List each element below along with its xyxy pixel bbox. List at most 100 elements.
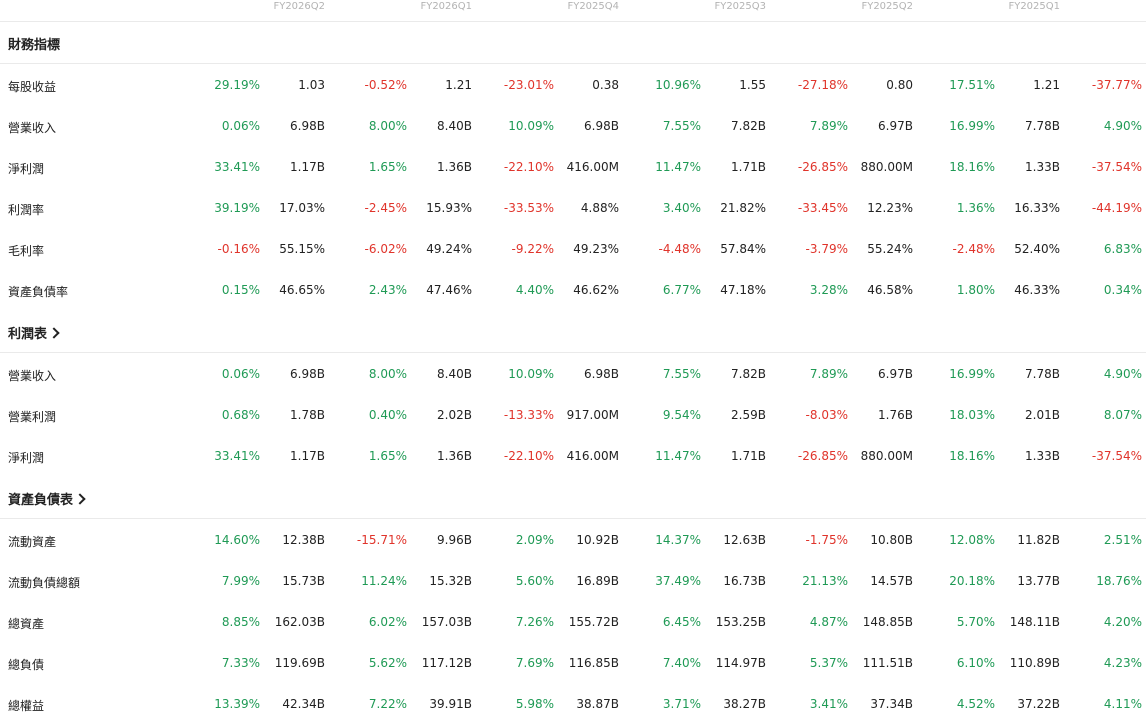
change-percent: 2.51% [1103,533,1142,547]
change-percent: -15.71% [356,533,407,547]
table-row: 流動資產 14.60% 12.38B -15.71% 9.96B 2.09% 10.92B 1… [0,519,1146,560]
change-percent: 29.19% [214,78,260,92]
change-percent: -22.10% [503,160,554,174]
change-percent: 0.06% [221,367,260,381]
change-percent: -23.01% [503,78,554,92]
period-value: 6.98B [290,367,325,381]
change-percent: -1.75% [805,533,848,547]
period-value: 1.36B [437,160,472,174]
section-title-text: 資產負債表 [8,493,74,508]
period-value: 21.82% [720,201,766,215]
change-percent: 12.08% [949,533,995,547]
period-header: FY2025Q4 [567,1,619,12]
period-value: 7.82B [731,367,766,381]
period-value: 9.96B [437,533,472,547]
period-value: 2.59B [731,408,766,422]
period-value: 1.76B [878,408,913,422]
period-value: 162.03B [274,615,325,629]
table-row: 營業收入 0.06% 6.98B 8.00% 8.40B 10.09% 6.98B 7.55%… [0,105,1146,146]
period-value: 114.97B [715,656,766,670]
change-percent: 4.87% [809,615,848,629]
change-percent: 4.52% [956,697,995,711]
period-header-row: FY2026Q2 FY2026Q1 FY2025Q4 FY2025Q3 FY2025Q2… [0,0,1146,22]
period-value: 13.77B [1017,574,1060,588]
table-row: 每股收益 29.19% 1.03 -0.52% 1.21 -23.01% 0.38 10.96… [0,64,1146,105]
chevron-right-icon [48,327,60,339]
change-percent: 8.00% [368,119,407,133]
change-percent: 13.39% [214,697,260,711]
change-percent: 18.16% [949,160,995,174]
change-percent: 5.60% [515,574,554,588]
period-value: 11.82B [1017,533,1060,547]
period-value: 46.62% [573,283,619,297]
change-percent: -37.54% [1091,449,1142,463]
period-value: 47.18% [720,283,766,297]
change-percent: 4.90% [1103,119,1142,133]
change-percent: 7.89% [809,367,848,381]
section-header[interactable]: 資產負債表 [0,476,1146,519]
period-value: 2.01B [1025,408,1060,422]
change-percent: 1.36% [956,201,995,215]
section-title[interactable]: 資產負債表 [8,489,86,508]
change-percent: -26.85% [797,160,848,174]
row-label: 毛利率 [8,244,45,258]
change-percent: 6.83% [1103,242,1142,256]
table-row: 營業利潤 0.68% 1.78B 0.40% 2.02B -13.33% 917.00M 9.… [0,394,1146,435]
change-percent: -33.53% [503,201,554,215]
period-value: 16.73B [723,574,766,588]
period-value: 42.34B [282,697,325,711]
period-header: FY2025Q2 [861,1,913,12]
change-percent: -2.48% [952,242,995,256]
change-percent: -22.10% [503,449,554,463]
period-value: 1.33B [1025,160,1060,174]
row-label: 淨利潤 [8,451,45,465]
change-percent: 33.41% [214,449,260,463]
period-value: 15.32B [429,574,472,588]
row-label: 每股收益 [8,80,57,94]
period-header: FY2025Q3 [714,1,766,12]
period-value: 4.88% [580,201,619,215]
table-row: 利潤率 39.19% 17.03% -2.45% 15.93% -33.53% 4.88% 3… [0,187,1146,228]
change-percent: 16.99% [949,367,995,381]
row-label: 營業收入 [8,369,57,383]
change-percent: 7.69% [515,656,554,670]
period-value: 416.00M [566,160,619,174]
change-percent: -8.03% [805,408,848,422]
section-title[interactable]: 利潤表 [8,323,60,342]
change-percent: 11.47% [655,160,701,174]
period-value: 6.98B [290,119,325,133]
change-percent: 17.51% [949,78,995,92]
period-value: 12.38B [282,533,325,547]
period-value: 1.21 [445,78,472,92]
row-label: 流動負債總額 [8,576,81,590]
row-label: 總權益 [8,699,45,713]
period-value: 6.97B [878,367,913,381]
period-value: 46.65% [279,283,325,297]
period-value: 14.57B [870,574,913,588]
period-value: 15.93% [426,201,472,215]
period-value: 39.91B [429,697,472,711]
change-percent: 18.03% [949,408,995,422]
period-value: 46.58% [867,283,913,297]
change-percent: 2.09% [515,533,554,547]
row-label: 營業收入 [8,121,57,135]
change-percent: 7.26% [515,615,554,629]
period-value: 47.46% [426,283,472,297]
period-value: 880.00M [860,449,913,463]
period-value: 55.15% [279,242,325,256]
period-value: 1.71B [731,160,766,174]
table-row: 營業收入 0.06% 6.98B 8.00% 8.40B 10.09% 6.98B 7.55%… [0,353,1146,394]
row-label: 總負債 [8,658,45,672]
change-percent: 7.33% [221,656,260,670]
period-value: 15.73B [282,574,325,588]
change-percent: 8.07% [1103,408,1142,422]
change-percent: -4.48% [658,242,701,256]
period-value: 8.40B [437,367,472,381]
period-value: 1.03 [298,78,325,92]
change-percent: 0.34% [1103,283,1142,297]
table-row: 淨利潤 33.41% 1.17B 1.65% 1.36B -22.10% 416.00M 11… [0,435,1146,476]
section-header[interactable]: 利潤表 [0,310,1146,353]
period-value: 1.36B [437,449,472,463]
period-value: 148.85B [862,615,913,629]
period-value: 119.69B [274,656,325,670]
